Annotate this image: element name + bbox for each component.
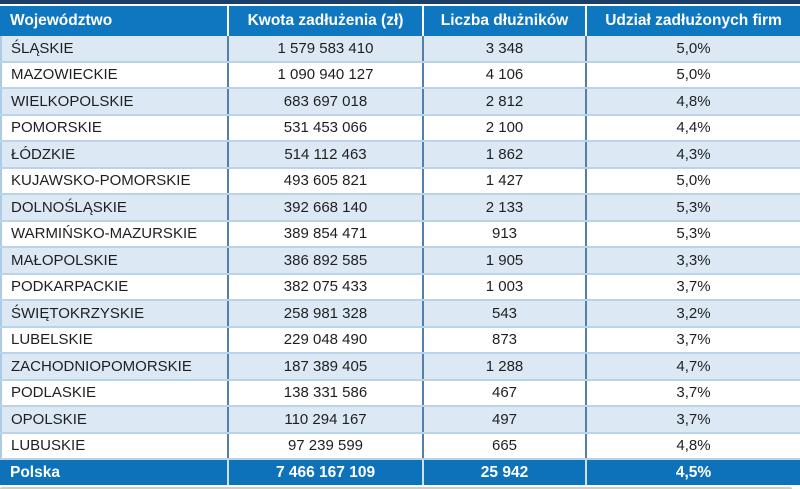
- amount-cell: 386 892 585: [227, 248, 422, 273]
- table-row: OPOLSKIE 110 294 167 497 3,7%: [0, 407, 800, 434]
- table-top-border: [0, 0, 800, 4]
- amount-cell: 187 389 405: [227, 354, 422, 379]
- share-cell: 3,7%: [585, 327, 800, 352]
- amount-cell: 229 048 490: [227, 327, 422, 352]
- region-cell: LUBUSKIE: [0, 433, 227, 458]
- amount-cell: 1 090 940 127: [227, 62, 422, 87]
- amount-cell: 138 331 586: [227, 380, 422, 405]
- table-row: ŚLĄSKIE 1 579 583 410 3 348 5,0%: [0, 36, 800, 63]
- debtors-cell: 1 288: [422, 354, 585, 379]
- amount-cell: 683 697 018: [227, 89, 422, 114]
- debtors-cell: 1 862: [422, 142, 585, 167]
- footer-total-amount: 7 466 167 109: [227, 460, 422, 485]
- footer-total-share: 4,5%: [585, 460, 800, 485]
- table-row: ŁÓDZKIE 514 112 463 1 862 4,3%: [0, 142, 800, 169]
- table-row: PODLASKIE 138 331 586 467 3,7%: [0, 380, 800, 407]
- share-cell: 4,4%: [585, 115, 800, 140]
- region-cell: ZACHODNIOPOMORSKIE: [0, 354, 227, 379]
- debtors-cell: 3 348: [422, 36, 585, 61]
- region-cell: MAŁOPOLSKIE: [0, 248, 227, 273]
- column-header-liczba-dluznikow: Liczba dłużników: [422, 6, 585, 36]
- share-cell: 4,8%: [585, 433, 800, 458]
- region-cell: WIELKOPOLSKIE: [0, 89, 227, 114]
- share-cell: 3,7%: [585, 274, 800, 299]
- debtors-cell: 913: [422, 221, 585, 246]
- bottom-shadow-strip: [0, 487, 792, 489]
- share-cell: 5,0%: [585, 168, 800, 193]
- table-row: MAŁOPOLSKIE 386 892 585 1 905 3,3%: [0, 248, 800, 275]
- debtors-cell: 2 100: [422, 115, 585, 140]
- column-header-wojewodztwo: Województwo: [10, 12, 113, 29]
- region-cell: MAZOWIECKIE: [0, 62, 227, 87]
- share-cell: 5,0%: [585, 36, 800, 61]
- debtors-cell: 1 003: [422, 274, 585, 299]
- table-row: PODKARPACKIE 382 075 433 1 003 3,7%: [0, 274, 800, 301]
- amount-cell: 514 112 463: [227, 142, 422, 167]
- share-cell: 4,3%: [585, 142, 800, 167]
- share-cell: 5,3%: [585, 195, 800, 220]
- share-cell: 4,7%: [585, 354, 800, 379]
- region-cell: ŚWIĘTOKRZYSKIE: [0, 301, 227, 326]
- amount-cell: 392 668 140: [227, 195, 422, 220]
- table-footer-row: Polska 7 466 167 109 25 942 4,5%: [0, 460, 800, 485]
- region-cell: DOLNOŚLĄSKIE: [0, 195, 227, 220]
- amount-cell: 258 981 328: [227, 301, 422, 326]
- debtors-cell: 1 905: [422, 248, 585, 273]
- region-cell: OPOLSKIE: [0, 407, 227, 432]
- amount-cell: 531 453 066: [227, 115, 422, 140]
- column-header-kwota-zadluzenia: Kwota zadłużenia (zł): [227, 6, 422, 36]
- amount-cell: 97 239 599: [227, 433, 422, 458]
- table-row: LUBELSKIE 229 048 490 873 3,7%: [0, 327, 800, 354]
- region-cell: WARMIŃSKO-MAZURSKIE: [0, 221, 227, 246]
- table-row: WIELKOPOLSKIE 683 697 018 2 812 4,8%: [0, 89, 800, 116]
- table-row: POMORSKIE 531 453 066 2 100 4,4%: [0, 115, 800, 142]
- table-header-row: Województwo Kwota zadłużenia (zł) Liczba…: [0, 6, 800, 36]
- amount-cell: 382 075 433: [227, 274, 422, 299]
- region-cell: PODKARPACKIE: [0, 274, 227, 299]
- debtors-cell: 2 133: [422, 195, 585, 220]
- table-row: KUJAWSKO-POMORSKIE 493 605 821 1 427 5,0%: [0, 168, 800, 195]
- table-row: DOLNOŚLĄSKIE 392 668 140 2 133 5,3%: [0, 195, 800, 222]
- amount-cell: 493 605 821: [227, 168, 422, 193]
- share-cell: 5,3%: [585, 221, 800, 246]
- share-cell: 3,3%: [585, 248, 800, 273]
- table-body: ŚLĄSKIE 1 579 583 410 3 348 5,0% MAZOWIECKIE…: [0, 36, 800, 460]
- footer-total-debtors: 25 942: [422, 460, 585, 485]
- debtors-cell: 2 812: [422, 89, 585, 114]
- share-cell: 4,8%: [585, 89, 800, 114]
- table-row: ŚWIĘTOKRZYSKIE 258 981 328 543 3,2%: [0, 301, 800, 328]
- table-row: LUBUSKIE 97 239 599 665 4,8%: [0, 433, 800, 460]
- table-top-gap: [0, 4, 800, 6]
- amount-cell: 110 294 167: [227, 407, 422, 432]
- share-cell: 3,7%: [585, 407, 800, 432]
- region-cell: ŁÓDZKIE: [0, 142, 227, 167]
- debtors-cell: 665: [422, 433, 585, 458]
- table-row: ZACHODNIOPOMORSKIE 187 389 405 1 288 4,7%: [0, 354, 800, 381]
- table-row: MAZOWIECKIE 1 090 940 127 4 106 5,0%: [0, 62, 800, 89]
- debtors-cell: 873: [422, 327, 585, 352]
- region-cell: PODLASKIE: [0, 380, 227, 405]
- share-cell: 3,2%: [585, 301, 800, 326]
- column-header-udzial-zadluzonych-firm: Udział zadłużonych firm: [585, 6, 800, 36]
- table-row: WARMIŃSKO-MAZURSKIE 389 854 471 913 5,3%: [0, 221, 800, 248]
- region-cell: POMORSKIE: [0, 115, 227, 140]
- debtors-cell: 467: [422, 380, 585, 405]
- region-cell: KUJAWSKO-POMORSKIE: [0, 168, 227, 193]
- debtors-cell: 1 427: [422, 168, 585, 193]
- region-cell: ŚLĄSKIE: [0, 36, 227, 61]
- footer-region-label: Polska: [10, 463, 60, 481]
- share-cell: 5,0%: [585, 62, 800, 87]
- debtors-cell: 4 106: [422, 62, 585, 87]
- region-cell: LUBELSKIE: [0, 327, 227, 352]
- amount-cell: 389 854 471: [227, 221, 422, 246]
- amount-cell: 1 579 583 410: [227, 36, 422, 61]
- debtors-cell: 497: [422, 407, 585, 432]
- debtors-cell: 543: [422, 301, 585, 326]
- share-cell: 3,7%: [585, 380, 800, 405]
